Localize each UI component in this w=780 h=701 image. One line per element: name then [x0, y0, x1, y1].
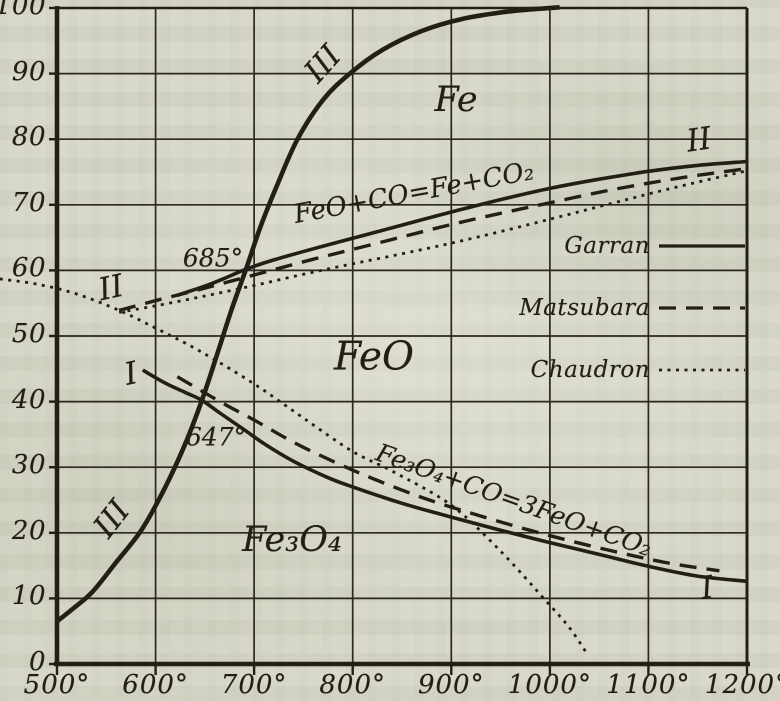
curve-II-matsubara [118, 167, 748, 313]
curve-III [55, 5, 560, 624]
curve-I-chaudron [0, 277, 589, 655]
legend: Garran Matsubara Chaudron [514, 215, 750, 401]
legend-line-sample-dashed [659, 306, 745, 310]
legend-entry-chaudron: Chaudron [514, 339, 750, 401]
curve-I-garran [141, 368, 748, 584]
curve-II-garran [176, 159, 748, 298]
legend-label: Chaudron [530, 357, 650, 383]
curve-I-matsubara [176, 375, 720, 573]
legend-line-sample-solid [659, 244, 745, 248]
legend-entry-garran: Garran [514, 215, 750, 277]
legend-label: Garran [564, 233, 650, 259]
curve-II-chaudron [118, 169, 748, 314]
legend-entry-matsubara: Matsubara [514, 277, 750, 339]
legend-line-sample-dotted [659, 368, 745, 372]
legend-label: Matsubara [519, 295, 650, 321]
